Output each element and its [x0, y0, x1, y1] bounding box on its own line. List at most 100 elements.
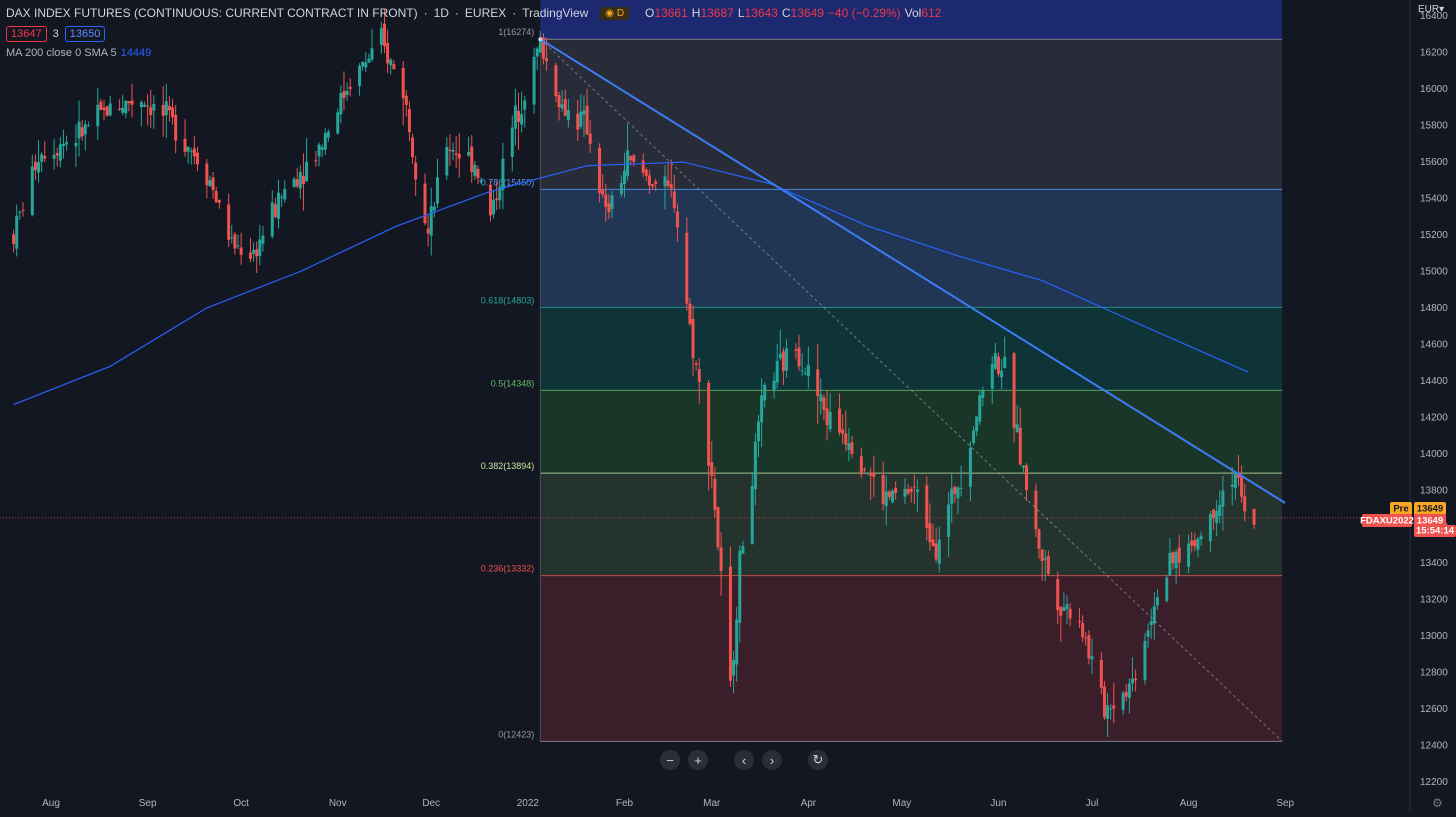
candle	[124, 100, 128, 114]
candle	[713, 478, 717, 510]
reset-chart-button[interactable]: ↻	[808, 750, 828, 770]
candle	[1003, 356, 1007, 368]
candle	[1106, 705, 1110, 720]
candle	[691, 319, 695, 359]
sell-button[interactable]: 13647	[6, 26, 47, 42]
candle	[806, 364, 810, 376]
candle	[741, 545, 745, 554]
change-value: −40 (−0.29%)	[827, 6, 901, 20]
settings-gear-icon[interactable]: ⚙	[1432, 796, 1443, 810]
candle	[1056, 579, 1060, 611]
candle	[959, 487, 963, 489]
x-tick-label: Oct	[233, 798, 249, 809]
candle	[1078, 620, 1082, 623]
candle	[601, 190, 605, 195]
candle	[183, 138, 187, 152]
y-tick-label: 12600	[1420, 704, 1448, 715]
candle	[719, 547, 723, 571]
candle	[859, 456, 863, 475]
candle	[314, 160, 318, 162]
candle	[1043, 558, 1047, 560]
y-tick-label: 12400	[1420, 741, 1448, 752]
candle	[975, 416, 979, 432]
candle	[429, 206, 433, 236]
candle	[164, 101, 168, 116]
candle	[513, 105, 517, 129]
y-tick-label: 12200	[1420, 777, 1448, 788]
candle	[1218, 505, 1222, 516]
fib-diagonal-line	[539, 38, 1283, 742]
candle	[582, 110, 586, 115]
candle	[1187, 543, 1191, 567]
candle	[654, 181, 658, 184]
candle	[392, 64, 396, 70]
candle	[479, 180, 483, 183]
candle	[822, 397, 826, 410]
candle	[339, 93, 343, 115]
session-badge[interactable]: ◉ D	[600, 6, 630, 20]
low-value: 13643	[744, 6, 778, 20]
scroll-left-button[interactable]: ‹	[734, 750, 754, 770]
candle	[891, 490, 895, 503]
candle	[1121, 692, 1125, 710]
candle	[775, 360, 779, 383]
candle	[753, 441, 757, 490]
candle	[912, 486, 916, 488]
candle	[884, 491, 888, 507]
candle	[214, 191, 218, 203]
session-badge-label: D	[616, 7, 625, 19]
candle	[915, 489, 919, 492]
candle	[454, 153, 458, 155]
scroll-right-button[interactable]: ›	[762, 750, 782, 770]
exchange-label: EUREX	[464, 6, 507, 20]
currency-label: EUR	[1418, 4, 1440, 15]
open-value: 13661	[654, 6, 688, 20]
candle	[560, 104, 564, 109]
buy-button[interactable]: 13650	[64, 26, 106, 42]
candle	[233, 234, 237, 249]
candle	[83, 124, 87, 135]
zoom-out-button[interactable]: −	[660, 750, 680, 770]
candle	[972, 430, 976, 444]
symbol-title[interactable]: DAX INDEX FUTURES (CONTINUOUS: CURRENT C…	[6, 6, 418, 20]
vol-value: 612	[921, 6, 942, 20]
candle	[557, 95, 561, 108]
fib-label-0: 0(12423)	[498, 729, 534, 739]
candle	[382, 23, 386, 47]
candle	[934, 543, 938, 560]
currency-selector[interactable]: EUR▾	[1418, 4, 1444, 15]
candle	[510, 127, 514, 157]
candle	[1068, 608, 1072, 619]
y-tick-label: 13400	[1420, 558, 1448, 569]
candle	[426, 228, 430, 234]
chart-controls: − + ‹ › ↻	[660, 750, 828, 770]
candle	[697, 369, 701, 382]
candle	[1168, 552, 1172, 576]
candle	[298, 172, 302, 189]
candle	[323, 133, 327, 150]
candle	[205, 163, 209, 186]
ma-legend[interactable]: MA 200 close 0 SMA 5 14449	[6, 47, 941, 59]
fib-label-1: 1(16274)	[498, 27, 534, 37]
candle	[498, 186, 502, 201]
candle	[61, 143, 65, 147]
interval-label[interactable]: 1D	[433, 6, 449, 20]
candle	[785, 348, 789, 371]
zoom-in-button[interactable]: +	[688, 750, 708, 770]
candle	[523, 100, 527, 110]
countdown-tag-bg	[1414, 525, 1456, 537]
candle	[239, 247, 243, 255]
y-tick-label: 15000	[1420, 266, 1448, 277]
y-tick-label: 13200	[1420, 595, 1448, 606]
candle	[598, 147, 602, 194]
candle	[227, 204, 231, 240]
candle	[981, 390, 985, 398]
y-tick-label: 12800	[1420, 668, 1448, 679]
candle	[21, 209, 25, 211]
candle	[401, 67, 405, 99]
candle	[1015, 424, 1019, 433]
candle	[30, 166, 34, 215]
candle	[195, 152, 199, 165]
